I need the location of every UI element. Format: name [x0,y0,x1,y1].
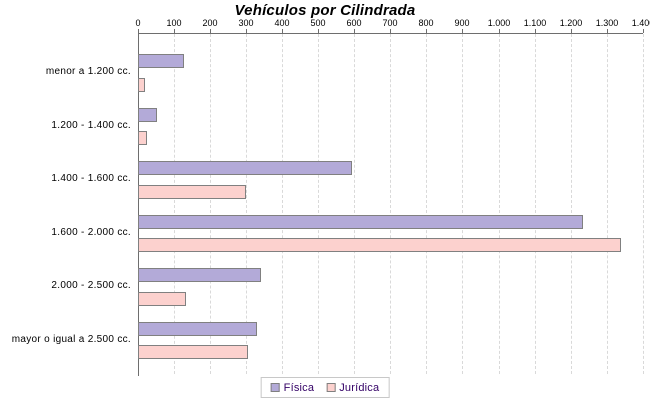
axis-tick-label: 1.000 [487,18,511,28]
axis-tick [318,29,319,33]
gridline [390,34,391,374]
axis-tick-label: 400 [274,18,290,28]
y-axis-line [137,33,139,376]
bar-juridica [138,345,248,359]
gridline [499,34,500,374]
legend-label: Jurídica [339,381,380,394]
gridline [354,34,355,374]
bar-fisica [138,215,583,229]
gridline [535,34,536,374]
axis-tick-label: 1.100 [523,18,547,28]
axis-tick [282,29,283,33]
gridline [426,34,427,374]
gridline [246,34,247,374]
bar-juridica [138,238,621,252]
gridline [571,34,572,374]
bar-fisica [138,322,257,336]
axis-tick-label: 900 [454,18,470,28]
axis-tick-label: 100 [166,18,182,28]
category-label: 2.000 - 2.500 cc. [51,280,131,291]
category-label: 1.200 - 1.400 cc. [51,119,131,131]
gridline [210,34,211,374]
axis-tick [426,29,427,33]
bar-fisica [138,54,184,68]
bar-juridica [138,131,147,145]
axis-tick-label: 600 [346,18,362,28]
axis-tick [499,29,500,33]
legend: Física Jurídica [260,377,390,398]
axis-tick-label: 300 [238,18,254,28]
legend-item-juridica: Jurídica [326,382,379,394]
axis-tick-label: 1.200 [559,18,583,28]
axis-tick [643,29,644,33]
legend-swatch-fisica [270,383,280,392]
chart-title: Vehículos por Cilindrada [234,2,416,19]
gridline [607,34,608,374]
axis-tick-label: 200 [202,18,218,28]
axis-tick [462,29,463,33]
category-label: menor a 1.200 cc. [45,66,131,77]
legend-swatch-juridica [326,383,336,392]
gridline [282,34,283,374]
axis-tick-label: 500 [310,18,326,28]
axis-tick-label: 1.400 [631,18,650,28]
gridline [462,34,463,374]
gridline [318,34,319,374]
axis-tick [174,29,175,33]
axis-tick-label: 0 [135,18,141,28]
category-label: 1.600 - 2.000 cc. [51,226,131,238]
x-axis-line [137,33,643,34]
axis-tick [210,29,211,33]
axis-tick-label: 1.300 [595,18,619,28]
axis-tick [571,29,572,33]
bar-fisica [138,108,157,122]
axis-tick [535,29,536,33]
axis-tick [354,29,355,33]
bar-juridica [138,292,186,306]
bar-juridica [138,185,246,199]
bar-fisica [138,268,261,282]
axis-tick [390,29,391,33]
gridline [174,34,175,374]
axis-tick-label: 700 [382,18,398,28]
axis-tick-label: 800 [418,18,434,28]
gridline [643,34,644,374]
legend-label: Física [283,381,315,394]
axis-tick [607,29,608,33]
axis-tick [138,29,139,33]
bar-juridica [138,78,145,92]
category-label: mayor o igual a 2.500 cc. [11,333,131,345]
category-label: 1.400 - 1.600 cc. [51,173,131,184]
legend-item-fisica: Física [270,381,315,394]
axis-tick [246,29,247,33]
bar-fisica [138,161,352,175]
